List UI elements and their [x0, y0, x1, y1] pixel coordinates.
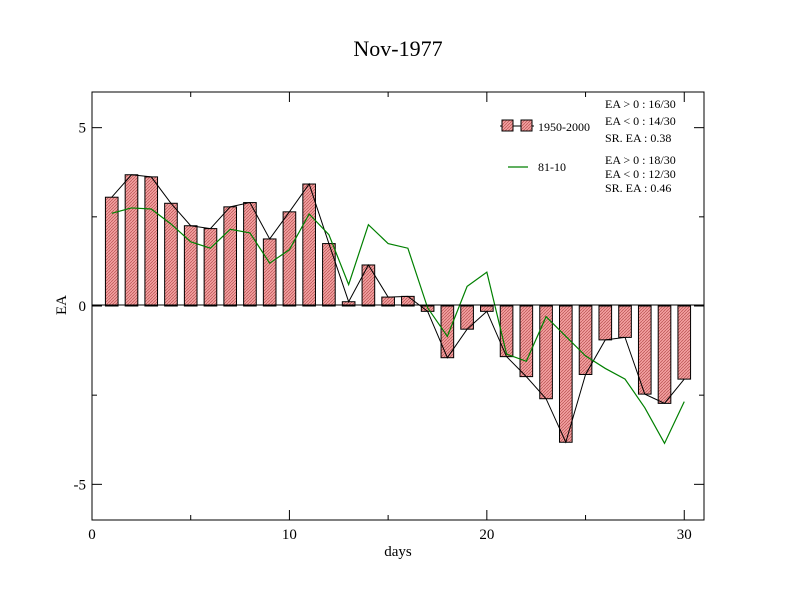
y-tick-label: -5: [74, 477, 87, 493]
bar-day-30: [677, 305, 692, 380]
bar-day-10: [282, 211, 297, 307]
bar-day-4: [164, 202, 178, 307]
legend-81-10-stat: EA > 0 : 18/30: [605, 153, 676, 167]
line-1950-2000: [111, 174, 685, 444]
x-tick-label: 0: [88, 527, 96, 543]
legend-1950-2000-stat: EA > 0 : 16/30: [605, 97, 676, 111]
bar-day-1: [104, 196, 119, 307]
bar-day-11: [302, 183, 316, 307]
bar-day-7: [223, 206, 238, 307]
bar-day-9: [262, 238, 277, 307]
legend: 1950-2000 EA > 0 : 16/30 EA < 0 : 14/30 …: [500, 97, 676, 195]
bar-day-3: [144, 176, 159, 307]
bar-day-22: [519, 305, 534, 378]
bar-day-24: [558, 305, 573, 443]
axis-ticks: 0 10 20 30 -5 0 5: [74, 92, 704, 543]
x-tick-label: 10: [282, 527, 297, 543]
x-axis-label: days: [384, 544, 412, 560]
legend-1950-2000-stat: SR. EA : 0.38: [605, 131, 671, 145]
bar-day-20: [480, 305, 494, 312]
bar-day-14: [361, 264, 376, 307]
bar-series-1950-2000: [104, 174, 692, 443]
line-series: [111, 174, 685, 445]
x-tick-label: 20: [479, 527, 494, 543]
legend-1950-2000-label: 1950-2000: [538, 120, 590, 134]
bar-day-29: [657, 305, 672, 404]
bar-day-8: [243, 202, 257, 307]
bar-day-6: [203, 228, 218, 307]
legend-81-10-stat: EA < 0 : 12/30: [605, 167, 676, 181]
bar-day-26: [598, 305, 613, 341]
legend-81-10-stat: SR. EA : 0.46: [605, 181, 671, 195]
y-axis-label: EA: [54, 295, 70, 315]
x-tick-label: 30: [677, 527, 692, 543]
bar-day-18: [440, 305, 455, 359]
bar-day-2: [124, 174, 139, 307]
legend-1950-2000-swatch: [501, 119, 514, 132]
y-tick-label: 5: [79, 121, 87, 137]
chart-title: Nov-1977: [353, 36, 442, 61]
bar-day-21: [499, 305, 514, 358]
legend-1950-2000-swatch: [520, 119, 533, 132]
legend-81-10-label: 81-10: [538, 160, 566, 174]
bar-day-25: [578, 305, 593, 375]
legend-1950-2000-stat: EA < 0 : 14/30: [605, 114, 676, 128]
bar-day-27: [618, 305, 632, 338]
bar-day-12: [322, 243, 336, 307]
bar-day-23: [539, 305, 553, 400]
line-81-10: [111, 207, 685, 445]
y-tick-label: 0: [79, 299, 87, 315]
